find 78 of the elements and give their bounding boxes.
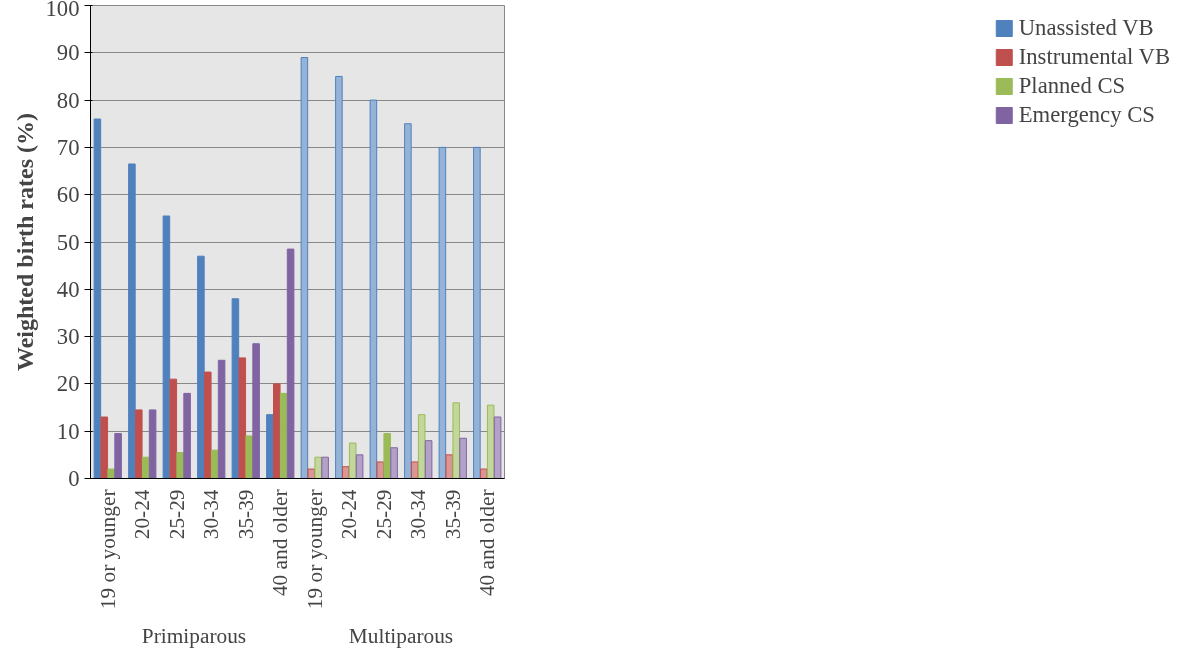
bar	[238, 357, 247, 479]
bar	[135, 409, 143, 479]
bar	[93, 118, 102, 479]
bar	[252, 343, 260, 479]
y-tick-label: 100	[45, 0, 80, 21]
bar	[452, 402, 460, 479]
bar	[204, 371, 212, 479]
legend-label: Planned CS	[1018, 73, 1126, 99]
bar	[148, 409, 157, 479]
bar	[376, 461, 385, 479]
bar	[348, 442, 357, 479]
y-tick-label: 60	[56, 182, 80, 208]
y-tick-label: 30	[56, 324, 80, 350]
bar	[321, 456, 329, 479]
x-tick-label: 40 and older	[475, 489, 500, 597]
bar	[369, 99, 378, 479]
x-tick-label: 19 or younger	[95, 489, 120, 610]
bar	[183, 392, 191, 479]
bar	[266, 414, 274, 479]
y-axis-title: Weighted birth rates (%)	[11, 113, 38, 371]
bar	[273, 383, 281, 479]
bar	[486, 404, 495, 479]
bar	[162, 215, 171, 479]
y-tick-label: 90	[56, 40, 80, 66]
bar	[197, 255, 205, 479]
y-tick-label: 40	[56, 276, 80, 302]
bar	[286, 248, 295, 479]
bar	[390, 447, 398, 479]
bar	[231, 298, 240, 479]
y-tick-label: 10	[56, 418, 80, 444]
bar	[383, 433, 391, 479]
bar	[493, 416, 502, 479]
bar	[480, 468, 488, 479]
bar	[128, 163, 136, 479]
y-tick-label: 70	[56, 134, 80, 160]
bar	[417, 414, 426, 479]
x-tick-label: 25-29	[371, 489, 396, 540]
legend-label: Unassisted VB	[1018, 15, 1154, 41]
text: Primiparous	[141, 623, 247, 648]
bar	[114, 433, 122, 479]
bar	[141, 456, 150, 479]
x-tick-label: 19 or younger	[302, 489, 327, 610]
bar	[424, 440, 433, 479]
x-tick-label: 35-39	[233, 489, 258, 540]
x-tick-label: 20-24	[130, 489, 155, 540]
bar	[342, 466, 350, 479]
bar	[438, 146, 447, 479]
bar	[473, 146, 481, 479]
bar	[355, 454, 364, 479]
bar	[335, 75, 343, 479]
bar	[245, 435, 253, 479]
bar	[169, 378, 178, 479]
y-tick-label: 0	[68, 466, 80, 491]
y-tick-label: 20	[56, 371, 80, 397]
legend-label: Emergency CS	[1018, 102, 1155, 128]
bar	[404, 123, 412, 479]
bar	[300, 57, 309, 479]
x-tick-label: 25-29	[164, 489, 189, 540]
bar	[411, 461, 419, 479]
x-tick-label: 40 and older	[268, 489, 293, 597]
bar	[307, 468, 316, 479]
y-tick-label: 80	[56, 87, 80, 113]
x-tick-label: 30-34	[199, 489, 224, 540]
bar	[459, 437, 467, 479]
bar	[176, 451, 184, 479]
bar	[100, 416, 109, 479]
legend-label: Instrumental VB	[1018, 44, 1170, 70]
text: Multiparous	[348, 623, 454, 648]
bar	[314, 456, 322, 479]
bar	[445, 454, 454, 479]
bar	[107, 468, 115, 479]
bar	[279, 392, 288, 479]
bar	[217, 359, 226, 479]
x-tick-label: 20-24	[337, 489, 362, 540]
bar	[210, 449, 219, 479]
y-tick-label: 50	[56, 229, 80, 255]
x-tick-label: 30-34	[406, 489, 431, 540]
x-tick-label: 35-39	[440, 489, 465, 540]
